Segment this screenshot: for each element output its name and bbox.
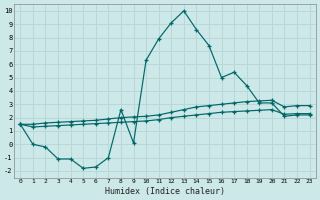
X-axis label: Humidex (Indice chaleur): Humidex (Indice chaleur) (105, 187, 225, 196)
